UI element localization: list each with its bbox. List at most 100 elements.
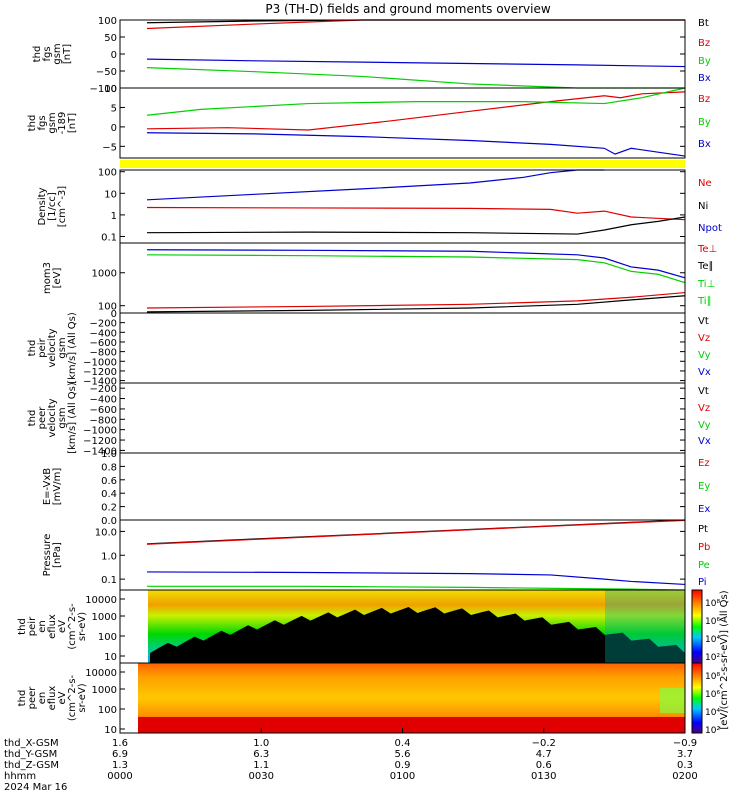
legend-Pt: Pt <box>698 524 708 535</box>
legend-Te⊥: Te⊥ <box>697 244 717 255</box>
ytick-label: 10 <box>104 652 117 663</box>
panel-peer_velocity: −200−400−600−800−1000−1200−1400 Vt Vz Vy Vx t… <box>27 382 711 457</box>
low-flux-region <box>150 607 685 663</box>
panel-fgs_gse: 10 5 0 −5 Bz By Bx thd fgs gsm -189 [nT] <box>27 84 711 159</box>
legend-Pb: Pb <box>698 542 710 553</box>
legend-Bx: Bx <box>698 139 711 150</box>
colorbar-tick-label: 10⁸ <box>705 672 720 682</box>
ylabel-line: fgs <box>37 115 48 130</box>
ylabel-line: thd <box>17 618 28 635</box>
xtick-label: 6.3 <box>253 749 269 760</box>
ylabel-line: velocity <box>47 398 58 437</box>
xaxis-row-label: hhmm <box>4 771 36 782</box>
legend-By: By <box>698 117 711 128</box>
legend-Bt: Bt <box>698 18 709 29</box>
series-Pi <box>146 571 686 586</box>
xtick-label: 1.1 <box>253 760 269 771</box>
xtick-label: 0.6 <box>536 760 552 771</box>
ylabel-line: thd <box>27 340 38 357</box>
ytick-label: 50 <box>104 33 117 44</box>
ytick-label: 0.2 <box>101 503 117 514</box>
colorbar <box>691 662 703 734</box>
ytick-label: 5 <box>111 103 117 114</box>
ytick-label: 0 <box>111 123 117 134</box>
ytick-label: −100 <box>90 84 117 95</box>
xaxis-row-label: thd_Z-GSM <box>4 760 59 771</box>
legend-By: By <box>698 56 711 67</box>
ytick-label: −200 <box>90 319 117 330</box>
ylabel-line: E=-VxB <box>42 468 53 505</box>
ytick-label: −1400 <box>83 377 117 388</box>
ylabel-line: (cm^2-s- <box>67 603 78 650</box>
ylabel-line: eflux <box>47 614 58 639</box>
ylabel-line: peir <box>37 337 48 357</box>
ylabel-line: mom3 <box>42 262 53 294</box>
ylabel-line: gsm <box>52 43 63 64</box>
legend-Te∥: Te∥ <box>697 261 714 272</box>
ytick-label: 10 <box>104 725 117 736</box>
panel-frame <box>119 452 686 521</box>
xtick-label: 1.6 <box>112 738 128 749</box>
ytick-label: −1200 <box>83 367 117 378</box>
legend-Ez: Ez <box>698 458 710 469</box>
legend-Bz: Bz <box>698 94 710 105</box>
colorbar-tick-label: 10⁸ <box>705 599 720 609</box>
series-By <box>146 87 686 116</box>
ytick-label: 0.0 <box>101 516 117 527</box>
ytick-label: 10.0 <box>95 527 117 538</box>
panel-frame <box>119 382 686 454</box>
ylabel-line: sr-eV) <box>77 612 88 641</box>
xtick-label: 0130 <box>531 771 556 782</box>
legend-Ey: Ey <box>698 481 710 492</box>
ytick-label: −1000 <box>83 357 117 368</box>
ytick-label: 10 <box>104 84 117 95</box>
ytick-label: −800 <box>90 415 117 426</box>
panel-temperature: 1000 100 Te⊥ Te∥ Ti⊥ Ti∥ mom3 [eV] <box>42 242 717 314</box>
series-Pe <box>147 585 686 591</box>
legend-Vt: Vt <box>698 316 709 327</box>
ylabel-line: peer <box>27 686 38 710</box>
colorbar-label: [eV/(cm^2-s-sr-eV)] (All Qs) <box>719 590 730 729</box>
ytick-label: 0.4 <box>101 489 117 500</box>
xaxis-row-label: thd_X-GSM <box>4 738 59 749</box>
quality-flag-bar <box>120 160 685 168</box>
xtick-label: 0.9 <box>395 760 411 771</box>
ytick-label: −800 <box>90 348 117 359</box>
ylabel-line: Pressure <box>42 534 53 577</box>
ylabel-line: Density <box>37 187 48 225</box>
panel-frame <box>119 87 686 159</box>
ytick-label: −600 <box>90 338 117 349</box>
ylabel-line: en <box>37 692 48 705</box>
panel-peir_velocity: 0−200−400−600−800−1000−1200−1400 Vt Vz Vy Vx… <box>27 309 711 388</box>
panel-density: 100 10 1 0.1 Ne Ni Npot Density [1/cc] [cm^-3] <box>37 168 722 244</box>
xtick-label: 0.4 <box>395 738 411 749</box>
ylabel-line: sr-eV) <box>77 683 88 712</box>
ylabel-line: [km/s] (All Qs) <box>67 382 78 454</box>
ylabel-line: [nT] <box>67 113 78 133</box>
xtick-label: −0.2 <box>532 738 556 749</box>
xtick-label: 0000 <box>107 771 132 782</box>
ytick-label: −200 <box>90 384 117 395</box>
xaxis-row-label: thd_Y-GSM <box>4 749 57 760</box>
ytick-label: 10000 <box>85 668 117 679</box>
legend-Bx: Bx <box>698 73 711 84</box>
legend-Ni: Ni <box>698 201 708 212</box>
plot-title: P3 (TH-D) fields and ground moments over… <box>265 2 550 16</box>
panel-frame <box>119 519 686 591</box>
ylabel-line: fgs <box>42 46 53 61</box>
ytick-label: 100 <box>98 168 117 179</box>
xtick-label: 0100 <box>390 771 415 782</box>
ylabel-line: peir <box>27 616 38 636</box>
late-time-region <box>605 590 685 663</box>
ylabel-line: [eV] <box>52 268 63 289</box>
ylabel-line: eV <box>57 620 68 633</box>
ytick-label: 0.1 <box>101 575 117 586</box>
ylabel-line: gsm <box>57 337 68 358</box>
series-Te∥ <box>146 295 686 313</box>
series-Bx <box>146 132 686 157</box>
ytick-label: 1000 <box>92 612 117 623</box>
xtick-label: −0.9 <box>673 738 697 749</box>
ylabel-line: [km/s] (All Qs) <box>67 312 78 384</box>
ytick-label: −1000 <box>83 426 117 437</box>
